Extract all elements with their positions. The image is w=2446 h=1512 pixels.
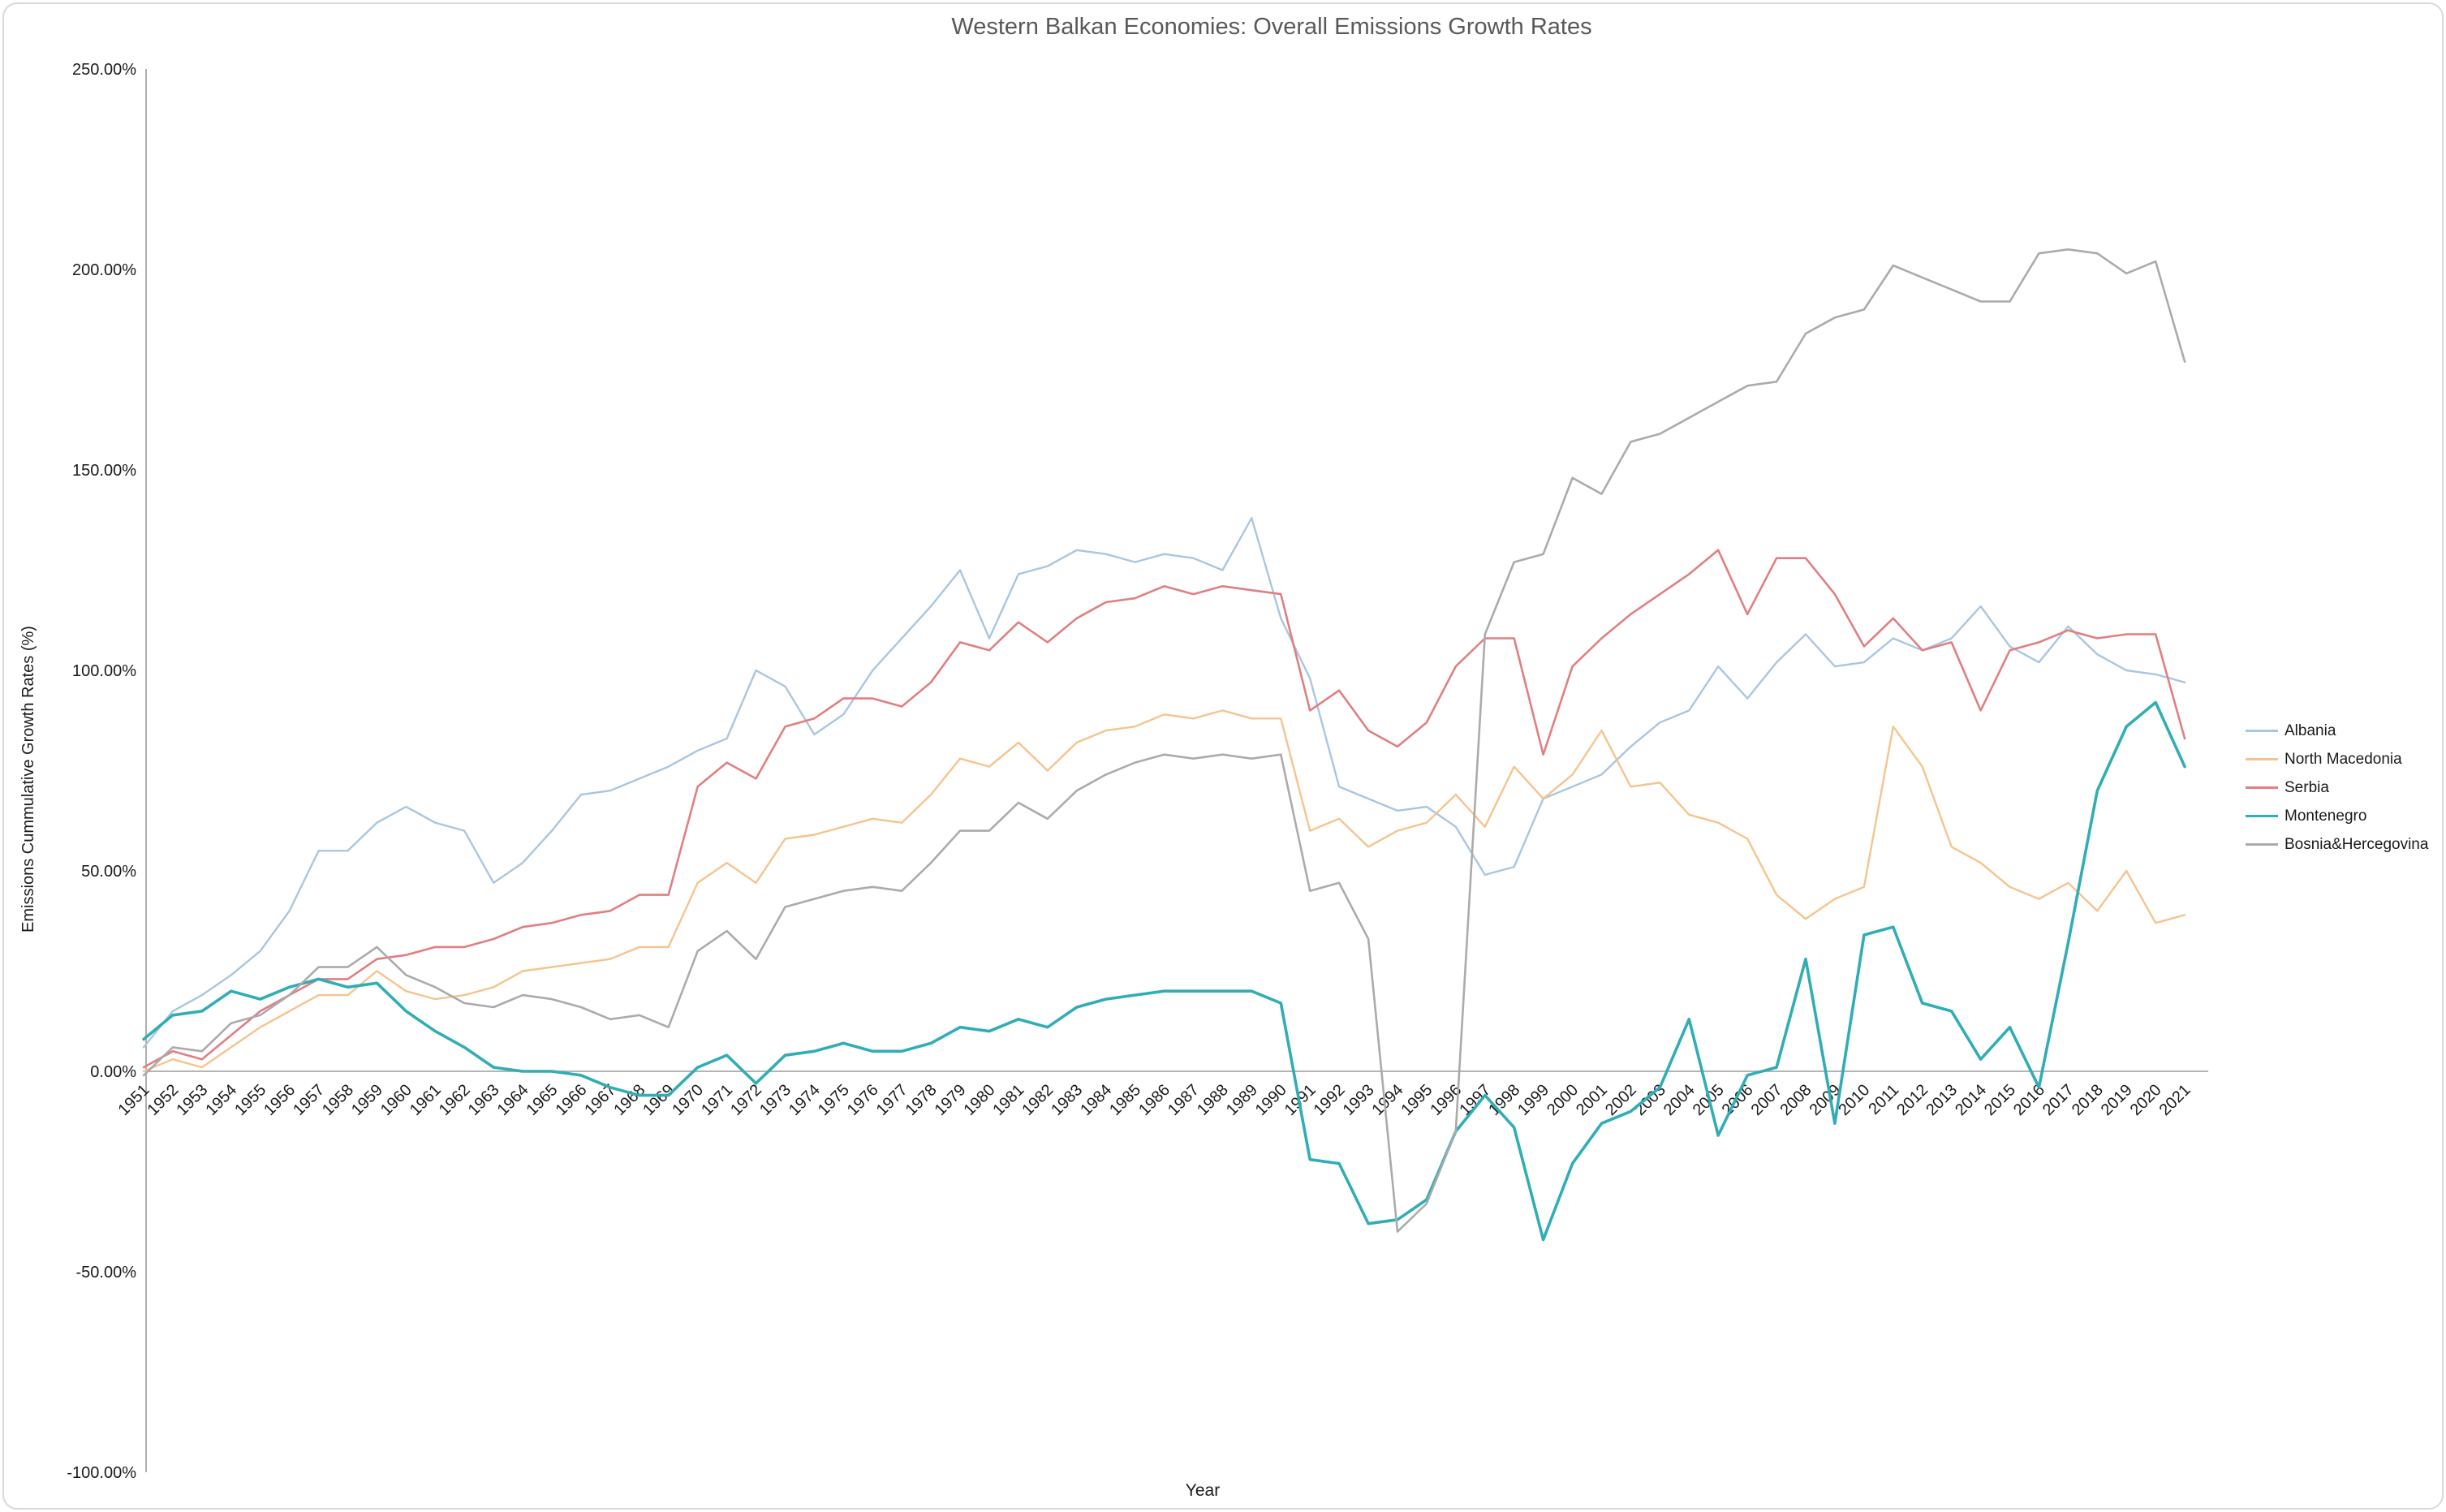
x-tick-label: 1992	[1311, 1081, 1349, 1119]
legend-label: Serbia	[2285, 778, 2329, 796]
x-tick-label: 2002	[1602, 1081, 1640, 1119]
x-tick-label: 2017	[2039, 1081, 2078, 1119]
x-tick-label: 1999	[1514, 1081, 1552, 1119]
x-tick-label: 1993	[1340, 1081, 1378, 1119]
y-tick-label: 250.00%	[72, 61, 136, 79]
bosnia-hercegovina-line-swatch	[2246, 843, 2278, 846]
series-line-montenegro	[142, 700, 2186, 1242]
legend-item-albania[interactable]: Albania	[2246, 717, 2428, 745]
x-tick-label: 2007	[1748, 1081, 1786, 1119]
x-tick-label: 1957	[290, 1081, 328, 1119]
x-tick-label: 1967	[581, 1081, 619, 1119]
x-tick-label: 1959	[348, 1081, 386, 1119]
x-tick-label: 1971	[698, 1081, 736, 1119]
x-tick-label: 1994	[1369, 1081, 1407, 1119]
x-tick-label: 1976	[844, 1081, 882, 1119]
x-tick-label: 2015	[1981, 1081, 2019, 1119]
serbia-line-swatch	[2246, 786, 2278, 789]
y-tick-label: -100.00%	[67, 1464, 136, 1482]
x-tick-label: 1984	[1077, 1081, 1115, 1119]
x-tick-label: 2014	[1952, 1081, 1990, 1119]
albania-line-swatch	[2246, 730, 2278, 732]
x-tick-label: 1954	[202, 1081, 240, 1119]
legend-item-north-macedonia[interactable]: North Macedonia	[2246, 745, 2428, 773]
x-tick-label: 2020	[2127, 1081, 2165, 1119]
y-tick-label: 0.00%	[90, 1063, 136, 1081]
x-tick-label: 1953	[173, 1081, 211, 1119]
x-tick-label: 1969	[639, 1081, 678, 1119]
x-tick-label: 2021	[2156, 1081, 2194, 1119]
legend-label: Albania	[2285, 722, 2336, 739]
legend-label: Bosnia&Hercegovina	[2285, 835, 2429, 853]
x-tick-label: 1973	[756, 1081, 795, 1119]
x-tick-label: 2018	[2069, 1081, 2107, 1119]
legend-item-serbia[interactable]: Serbia	[2246, 773, 2428, 802]
x-tick-label: 2016	[2010, 1081, 2048, 1119]
x-tick-label: 1978	[902, 1081, 941, 1119]
x-tick-label: 1962	[436, 1081, 474, 1119]
x-tick-label: 1995	[1397, 1081, 1436, 1119]
x-tick-label: 1983	[1048, 1081, 1086, 1119]
series-line-albania	[142, 517, 2186, 1049]
x-tick-label: 1961	[407, 1081, 445, 1119]
series-line-bosnia-hercegovina	[142, 248, 2186, 1233]
x-tick-label: 1960	[377, 1081, 416, 1119]
x-tick-label: 2000	[1544, 1081, 1582, 1119]
x-tick-label: 1965	[523, 1081, 562, 1119]
x-tick-label: 1958	[319, 1081, 357, 1119]
y-tick-label: 50.00%	[81, 863, 136, 881]
x-tick-label: 1968	[610, 1081, 648, 1119]
x-tick-label: 1951	[115, 1081, 153, 1119]
legend-label: North Macedonia	[2285, 750, 2402, 768]
x-tick-label: 1956	[261, 1081, 299, 1119]
legend-item-montenegro[interactable]: Montenegro	[2246, 802, 2428, 830]
x-tick-label: 1981	[989, 1081, 1027, 1119]
x-tick-label: 1986	[1135, 1081, 1173, 1119]
y-tick-label: 150.00%	[72, 462, 136, 480]
x-tick-label: 2012	[1893, 1081, 1931, 1119]
y-tick-label: 200.00%	[72, 261, 136, 279]
y-tick-label: 100.00%	[72, 662, 136, 680]
x-tick-label: 1985	[1106, 1081, 1144, 1119]
x-tick-label: 1975	[815, 1081, 853, 1119]
x-tick-label: 1989	[1223, 1081, 1261, 1119]
y-tick-label: -50.00%	[76, 1264, 137, 1282]
x-tick-label: 1964	[494, 1081, 532, 1119]
series-line-north-macedonia	[142, 709, 2186, 1073]
x-tick-label: 2013	[1923, 1081, 1961, 1119]
x-tick-label: 1952	[144, 1081, 182, 1119]
x-tick-label: 1970	[669, 1081, 707, 1119]
chart-title: Western Balkan Economies: Overall Emissi…	[951, 14, 1592, 40]
x-tick-label: 1979	[932, 1081, 970, 1119]
legend-item-bosnia-hercegovina[interactable]: Bosnia&Hercegovina	[2246, 830, 2428, 859]
series-line-serbia	[142, 549, 2186, 1069]
x-tick-label: 1963	[465, 1081, 503, 1119]
north-macedonia-line-swatch	[2246, 758, 2278, 760]
x-tick-label: 1990	[1252, 1081, 1290, 1119]
legend-label: Montenegro	[2285, 807, 2367, 825]
x-tick-label: 2006	[1719, 1081, 1757, 1119]
montenegro-line-swatch	[2246, 815, 2278, 817]
plot-area: 250.00% 200.00% 150.00% 100.00% 50.00% 0.00% -…	[67, 61, 2209, 1482]
x-tick-label: 1982	[1018, 1081, 1057, 1119]
x-tick-label: 1977	[873, 1081, 911, 1119]
x-tick-label: 2011	[1865, 1081, 1902, 1118]
x-tick-label: 1974	[786, 1081, 824, 1119]
x-tick-label: 1987	[1165, 1081, 1203, 1119]
x-tick-label: 2003	[1631, 1081, 1669, 1119]
x-tick-label: 1966	[552, 1081, 590, 1119]
legend: Albania North Macedonia Serbia Montenegr…	[2246, 717, 2428, 859]
x-tick-label: 2019	[2098, 1081, 2136, 1119]
x-tick-label: 1988	[1194, 1081, 1232, 1119]
x-tick-label: 2004	[1660, 1081, 1699, 1119]
x-axis-title: Year	[1185, 1481, 1221, 1500]
x-tick-label: 1980	[960, 1081, 998, 1119]
x-tick-label: 2008	[1777, 1081, 1815, 1119]
x-tick-label: 2001	[1573, 1081, 1611, 1119]
x-tick-label: 1972	[727, 1081, 765, 1119]
x-tick-label: 1955	[231, 1081, 269, 1119]
